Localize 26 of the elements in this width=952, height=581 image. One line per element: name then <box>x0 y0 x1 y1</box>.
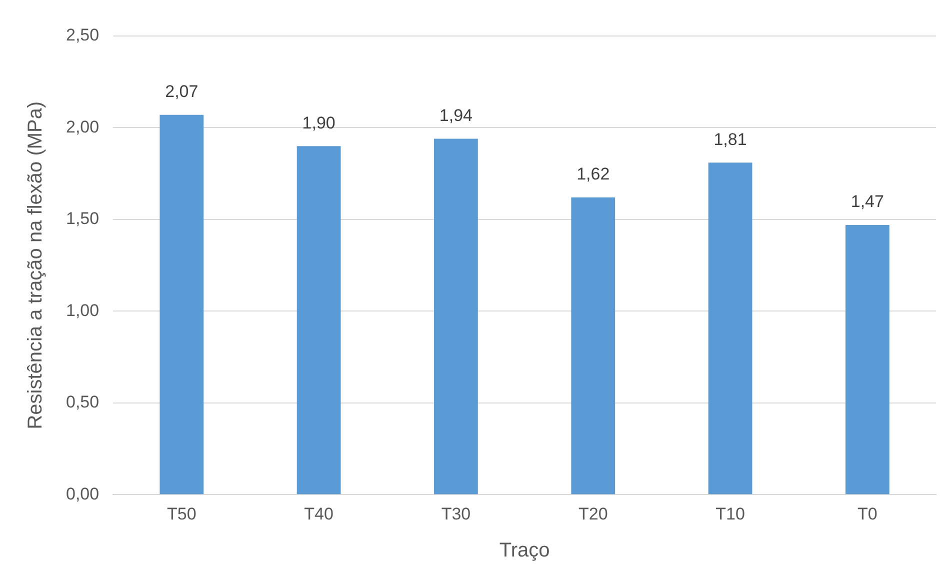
data-label: 1,62 <box>576 164 610 184</box>
y-tick-label: 2,00 <box>66 117 100 136</box>
bar <box>434 138 478 494</box>
x-tick-label: T50 <box>167 504 196 524</box>
data-label: 1,90 <box>302 113 336 132</box>
y-tick-label: 1,00 <box>66 300 100 320</box>
y-axis-title: Resistência a tração na flexão (MPa) <box>24 101 47 430</box>
data-label: 2,07 <box>165 82 198 102</box>
bar <box>845 224 890 494</box>
data-label: 1,47 <box>850 192 884 212</box>
x-axis-title: Traço <box>499 540 550 562</box>
y-tick-label: 1,50 <box>66 209 100 228</box>
y-tick-label: 2,50 <box>66 26 100 45</box>
data-label: 1,81 <box>714 130 747 149</box>
x-tick-label: T30 <box>441 504 471 524</box>
data-label: 1,94 <box>439 106 473 125</box>
bar <box>296 146 341 494</box>
x-tick-label: T10 <box>716 504 745 524</box>
bar <box>160 114 204 494</box>
y-tick-label: 0,00 <box>66 484 100 504</box>
x-tick-label: T20 <box>578 504 608 524</box>
y-tick-label: 0,50 <box>66 392 100 412</box>
x-tick-label: T40 <box>304 504 334 524</box>
bar <box>571 197 616 494</box>
x-tick-label: T0 <box>858 504 878 524</box>
bar <box>708 162 752 494</box>
